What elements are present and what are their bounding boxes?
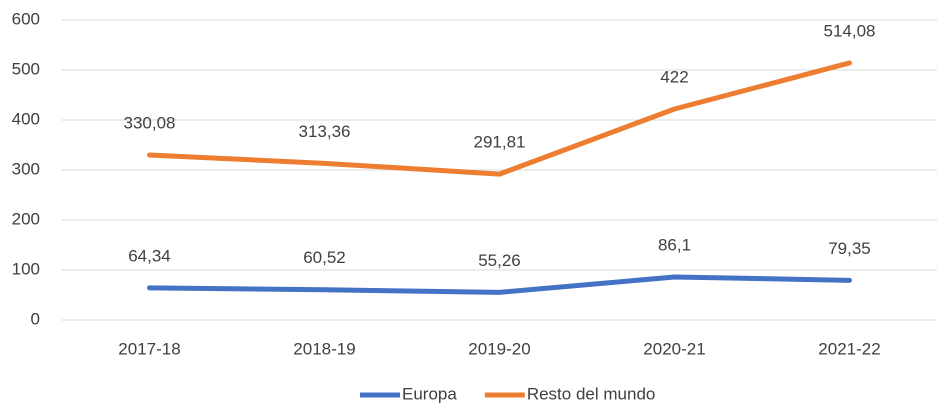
y-tick-label: 400 [12, 109, 40, 128]
x-tick-label: 2021-22 [818, 339, 880, 358]
data-label: 330,08 [124, 113, 176, 132]
data-label: 86,1 [658, 235, 691, 254]
y-tick-label: 500 [12, 59, 40, 78]
y-tick-label: 100 [12, 259, 40, 278]
data-label: 79,35 [828, 239, 871, 258]
data-label: 60,52 [303, 248, 346, 267]
y-tick-label: 200 [12, 209, 40, 228]
legend-label: Europa [402, 384, 457, 403]
legend-label: Resto del mundo [527, 384, 656, 403]
y-tick-label: 300 [12, 159, 40, 178]
data-label: 422 [660, 67, 688, 86]
data-label: 313,36 [299, 122, 351, 141]
x-tick-label: 2018-19 [293, 339, 355, 358]
x-tick-label: 2019-20 [468, 339, 530, 358]
data-label: 64,34 [128, 246, 171, 265]
data-label: 291,81 [474, 133, 526, 152]
series-line [147, 60, 852, 177]
x-tick-label: 2020-21 [643, 339, 705, 358]
data-label: 55,26 [478, 251, 521, 270]
x-tick-label: 2017-18 [118, 339, 180, 358]
series-line [147, 274, 852, 295]
data-label: 514,08 [824, 21, 876, 40]
y-tick-label: 0 [31, 309, 40, 328]
y-tick-label: 600 [12, 9, 40, 28]
